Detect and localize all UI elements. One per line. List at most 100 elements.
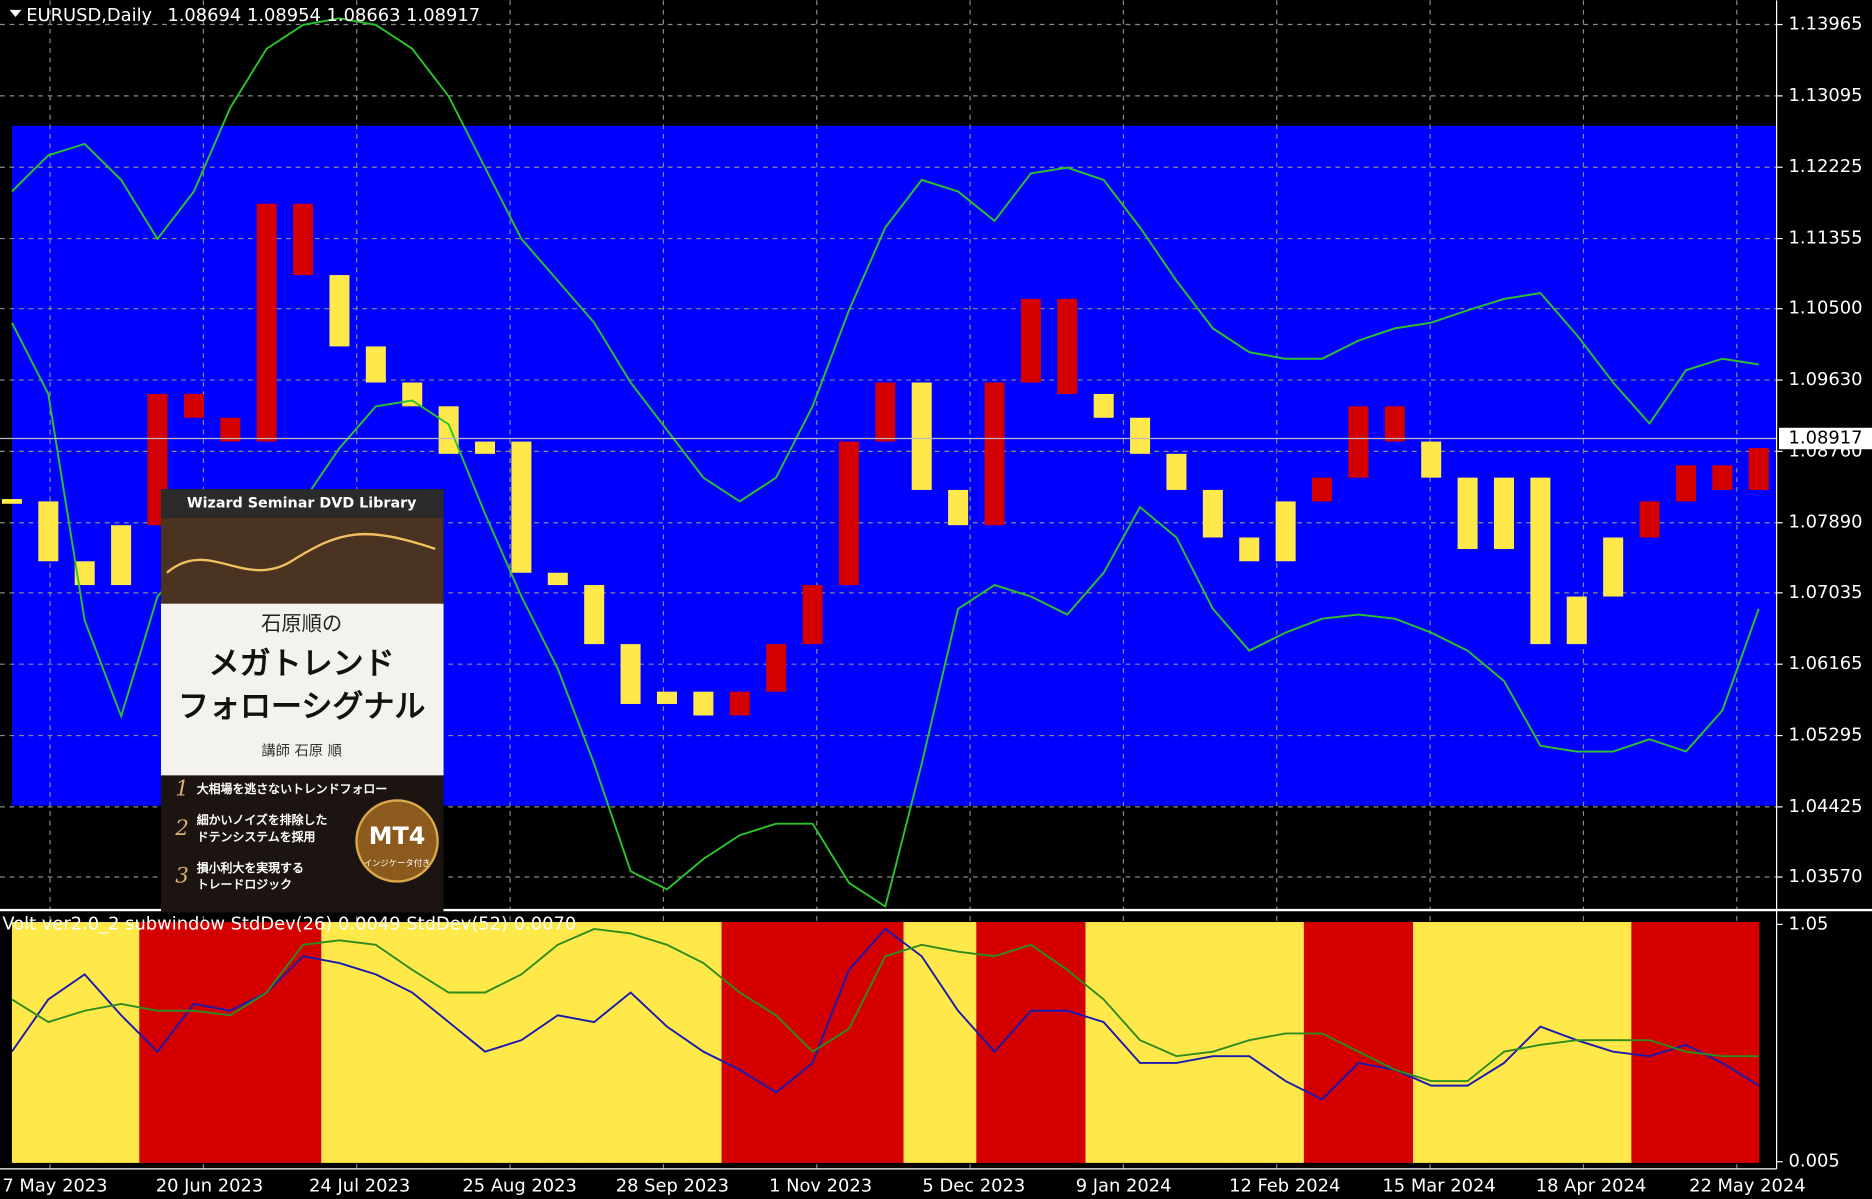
cover-panel xyxy=(160,603,444,776)
regime-band xyxy=(66,922,104,1163)
regime-band xyxy=(1667,922,1705,1163)
regime-band xyxy=(1340,922,1378,1163)
candle xyxy=(547,572,568,586)
candle xyxy=(620,644,641,704)
x-tick-label: 1 Nov 2023 xyxy=(769,1176,872,1197)
candle xyxy=(802,585,823,645)
regime-band xyxy=(1376,922,1414,1163)
candle xyxy=(1312,477,1333,502)
candle xyxy=(402,382,423,407)
regime-band xyxy=(612,922,650,1163)
regime-band xyxy=(1594,922,1632,1163)
regime-band xyxy=(1303,922,1341,1163)
candle xyxy=(875,382,896,442)
candle xyxy=(111,525,132,586)
candle xyxy=(1202,489,1223,538)
regime-band xyxy=(1012,922,1050,1163)
ad-point-text: 細かいノイズを排除した xyxy=(197,813,328,827)
candle xyxy=(1639,501,1660,538)
x-tick-label: 20 Jun 2023 xyxy=(156,1176,264,1197)
regime-band xyxy=(503,922,541,1163)
regime-band xyxy=(757,922,795,1163)
x-tick-label: 18 Apr 2024 xyxy=(1536,1176,1647,1197)
candle xyxy=(948,489,969,526)
y-tick-label: 1.05 xyxy=(1789,913,1829,934)
regime-band xyxy=(430,922,468,1163)
stddev-line xyxy=(11,927,1760,1101)
candle xyxy=(183,393,204,418)
regime-band xyxy=(1158,922,1196,1163)
regime-band xyxy=(867,922,905,1163)
photo-curve xyxy=(166,533,436,574)
ad-point-text: ドテンシステムを採用 xyxy=(197,830,316,844)
candle xyxy=(984,382,1005,526)
regime-band xyxy=(539,922,577,1163)
candle xyxy=(1566,596,1587,645)
candle xyxy=(1493,477,1514,549)
y-tick-label: 1.07035 xyxy=(1789,582,1863,603)
ad-cover: Wizard Seminar DVD Library 石原順の メガトレンド フ… xyxy=(160,489,444,913)
y-tick-label: 0.005 xyxy=(1789,1151,1840,1172)
candle xyxy=(1530,477,1551,645)
x-tick-label: 12 Feb 2024 xyxy=(1229,1176,1340,1197)
ad-point-text: トレードロジック xyxy=(197,878,292,892)
candle xyxy=(1020,298,1041,383)
candle xyxy=(729,691,750,716)
regime-band xyxy=(30,922,68,1163)
regime-band xyxy=(1049,922,1087,1163)
band-line xyxy=(11,17,1759,503)
x-tick-label: 7 May 2023 xyxy=(2,1176,107,1197)
candle xyxy=(475,441,496,454)
regime-band xyxy=(976,922,1014,1163)
candle xyxy=(1130,417,1151,454)
candle xyxy=(220,417,241,442)
ad-badge: MT4 xyxy=(369,822,426,850)
candle xyxy=(1166,453,1187,490)
x-tick-label: 15 Mar 2024 xyxy=(1382,1176,1495,1197)
ad-badge-sub: インジケータ付き xyxy=(364,858,431,868)
x-tick-label: 28 Sep 2023 xyxy=(616,1176,729,1197)
candle xyxy=(1348,406,1369,478)
regime-band xyxy=(1413,922,1450,1163)
regime-band xyxy=(139,922,177,1163)
candle xyxy=(38,501,59,562)
regime-band xyxy=(357,922,395,1163)
candle xyxy=(1712,465,1733,490)
current-price-label: 1.08917 xyxy=(1789,428,1863,449)
candle xyxy=(1603,537,1624,597)
x-tick-label: 9 Jan 2024 xyxy=(1076,1176,1172,1197)
candle xyxy=(329,275,350,347)
y-tick-label: 1.04425 xyxy=(1789,796,1863,817)
stddev-line xyxy=(11,927,1759,1083)
ad-title: メガトレンド xyxy=(209,646,395,682)
candle xyxy=(766,644,787,692)
regime-band xyxy=(648,922,686,1163)
candle xyxy=(1457,477,1478,549)
subwindow-title: Volt ver2.0_2 subwindow StdDev(26) 0.004… xyxy=(2,913,576,934)
y-tick-label: 1.05295 xyxy=(1789,725,1863,746)
candle xyxy=(511,441,532,573)
y-tick-label: 1.03570 xyxy=(1789,866,1863,887)
candle xyxy=(1384,406,1405,442)
regime-band xyxy=(248,922,286,1163)
ad-point-num: 1 xyxy=(175,777,189,802)
regime-band xyxy=(1485,922,1523,1163)
ad-title: フォローシグナル xyxy=(178,689,425,725)
y-tick-label: 1.13965 xyxy=(1789,14,1863,35)
ad-point-text: 大相場を逃さないトレンドフォロー xyxy=(197,782,388,796)
regime-band xyxy=(11,922,31,1163)
x-tick-label: 24 Jul 2023 xyxy=(309,1176,410,1197)
price-tag xyxy=(1778,427,1872,450)
y-tick-label: 1.12225 xyxy=(1789,156,1863,177)
candle xyxy=(1748,448,1769,490)
candle xyxy=(584,585,605,645)
x-tick-label: 22 May 2024 xyxy=(1689,1176,1806,1197)
y-tick-label: 1.10500 xyxy=(1789,298,1863,319)
candle xyxy=(74,561,95,586)
candle xyxy=(1239,537,1260,562)
y-tick-label: 1.06165 xyxy=(1789,653,1863,674)
regime-band xyxy=(321,922,359,1163)
regime-band xyxy=(1231,922,1269,1163)
regime-band xyxy=(939,922,977,1163)
